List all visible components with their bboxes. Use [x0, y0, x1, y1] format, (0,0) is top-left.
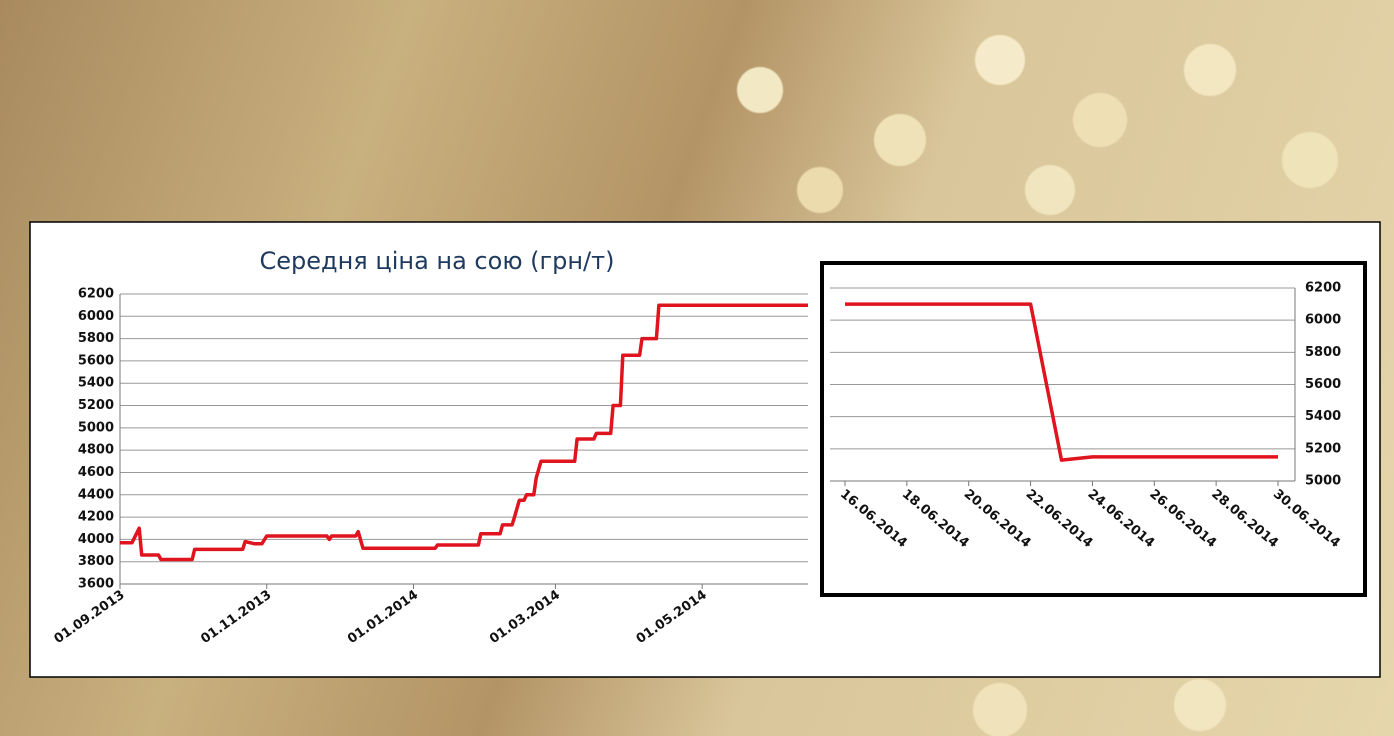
- y-tick-label: 5600: [1305, 377, 1341, 392]
- y-tick-label: 5200: [1305, 441, 1341, 456]
- y-tick-label: 6000: [1305, 313, 1341, 328]
- y-tick-label: 6200: [1305, 281, 1341, 296]
- y-tick-label: 5000: [78, 420, 114, 435]
- y-tick-label: 5200: [78, 398, 114, 413]
- y-tick-label: 4400: [78, 487, 114, 502]
- y-tick-label: 5600: [78, 353, 114, 368]
- y-tick-label: 3800: [78, 554, 114, 569]
- page: Середня ціна на сою (грн/т) 3600 3800 4000…: [0, 0, 1394, 736]
- chart-title: Середня ціна на сою (грн/т): [260, 247, 615, 275]
- y-tick-label: 5400: [78, 376, 114, 391]
- y-tick-label: 5800: [1305, 345, 1341, 360]
- y-tick-label: 5400: [1305, 409, 1341, 424]
- chart: Середня ціна на сою (грн/т) 3600 3800 4000…: [0, 0, 1394, 736]
- y-tick-label: 6000: [78, 309, 114, 324]
- y-tick-label: 6200: [78, 287, 114, 302]
- y-tick-label: 3600: [78, 577, 114, 592]
- y-tick-label: 5000: [1305, 474, 1341, 489]
- y-tick-label: 4200: [78, 510, 114, 525]
- y-tick-label: 4800: [78, 443, 114, 458]
- y-tick-label: 5800: [78, 331, 114, 346]
- y-tick-label: 4600: [78, 465, 114, 480]
- y-tick-label: 4000: [78, 532, 114, 547]
